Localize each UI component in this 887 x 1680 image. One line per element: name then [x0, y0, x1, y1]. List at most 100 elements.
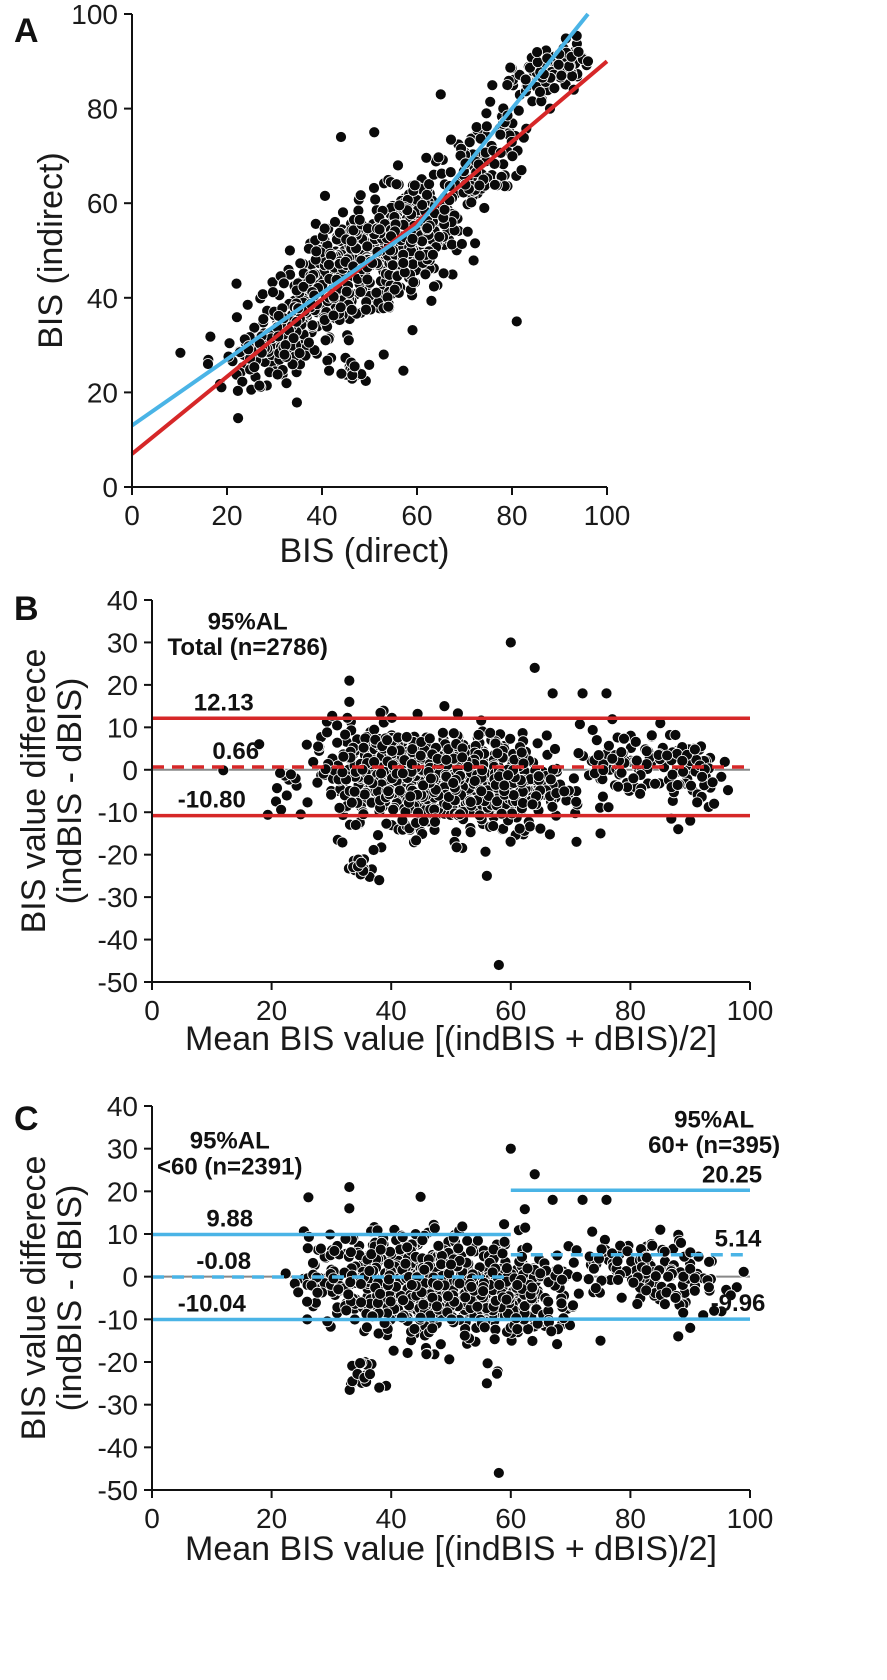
data-point [364, 1368, 376, 1380]
limit-label: 9.88 [206, 1206, 253, 1233]
y-tick-label: -40 [98, 1432, 138, 1463]
data-point [456, 751, 469, 764]
data-point [544, 828, 556, 841]
data-point [257, 313, 270, 326]
data-point [386, 259, 399, 272]
data-point [570, 835, 583, 848]
y-tick-label: 80 [87, 94, 118, 125]
data-point [469, 237, 482, 250]
y-axis-label: BIS value differece [15, 649, 53, 934]
data-point [549, 743, 561, 755]
y-tick-label: -30 [98, 882, 138, 913]
data-point [737, 1265, 750, 1278]
data-point [450, 826, 463, 839]
data-point [293, 347, 306, 360]
data-point [335, 367, 348, 380]
data-point [325, 788, 338, 801]
data-point [328, 1245, 341, 1257]
data-point [491, 747, 504, 760]
data-point [615, 746, 628, 758]
data-point [708, 797, 721, 810]
data-point [582, 1273, 595, 1285]
data-point [429, 816, 441, 828]
data-point [472, 729, 485, 741]
annotation-text: 95%AL [190, 1128, 270, 1155]
data-point [337, 206, 349, 219]
panel-label: C [14, 1100, 39, 1138]
data-point [280, 789, 293, 802]
data-point [426, 1322, 439, 1335]
data-point [301, 1242, 314, 1255]
data-point [271, 782, 283, 794]
annotation-text: 95%AL [674, 1106, 754, 1133]
data-point [372, 829, 384, 841]
data-point [397, 364, 410, 377]
data-point [419, 268, 432, 281]
y-tick-label: 20 [87, 377, 118, 408]
data-point [418, 1263, 431, 1276]
data-point [518, 1203, 531, 1216]
data-point [358, 788, 371, 801]
data-point [223, 337, 236, 350]
data-point [603, 739, 615, 752]
data-point [373, 874, 386, 887]
data-point [706, 776, 719, 789]
data-point [445, 133, 457, 146]
x-tick-label: 80 [496, 500, 527, 531]
data-point [494, 128, 507, 141]
data-point [627, 772, 640, 785]
data-point [590, 734, 603, 746]
data-point [339, 728, 352, 741]
data-point [406, 232, 419, 245]
data-point [464, 1245, 477, 1257]
data-point [349, 819, 362, 831]
data-point [486, 79, 499, 92]
data-point [436, 727, 449, 739]
data-point [588, 1262, 600, 1275]
data-point [421, 188, 433, 201]
data-point [232, 412, 245, 425]
data-point [393, 199, 406, 212]
x-axis-label: Mean BIS value [(indBIS + dBIS)/2] [185, 1530, 717, 1568]
data-point [473, 179, 486, 192]
data-point [462, 761, 474, 773]
data-point [301, 1295, 314, 1308]
data-point [414, 1311, 427, 1324]
data-point [574, 718, 586, 731]
data-point [248, 321, 261, 334]
data-point [274, 767, 287, 779]
data-point [630, 754, 643, 767]
data-point [498, 779, 511, 792]
data-point [649, 777, 661, 790]
data-point [582, 55, 594, 68]
data-point [684, 1321, 697, 1334]
data-point [453, 1277, 466, 1290]
annotation-text: 95%AL [208, 609, 288, 636]
data-point [478, 202, 491, 214]
data-point [321, 726, 334, 739]
data-point [654, 1223, 667, 1236]
limit-label: 5.14 [715, 1226, 762, 1253]
data-point [501, 79, 514, 91]
data-point [323, 364, 336, 377]
y-tick-label: 40 [107, 585, 138, 616]
data-point [354, 189, 367, 202]
y-tick-label: 20 [107, 670, 138, 701]
data-point [689, 743, 701, 756]
data-point [202, 358, 214, 370]
panel-label: B [14, 590, 39, 628]
data-point [570, 795, 583, 808]
data-point [420, 151, 433, 164]
y-tick-label: -20 [98, 1347, 138, 1378]
data-point [404, 790, 417, 803]
data-point [416, 1234, 429, 1247]
data-point [319, 189, 331, 202]
data-point [357, 741, 370, 754]
data-point [671, 779, 684, 791]
data-point [568, 772, 580, 785]
data-point [506, 150, 519, 163]
data-point [304, 273, 317, 285]
data-point [492, 1467, 505, 1479]
data-point [465, 1281, 478, 1293]
data-point [420, 1348, 433, 1361]
